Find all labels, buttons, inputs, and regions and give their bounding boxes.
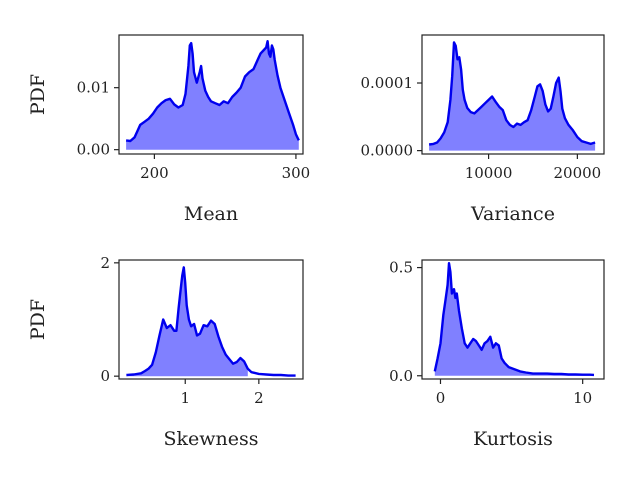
x-tick-label: 2	[254, 389, 264, 407]
y-tick-label: 0.0	[389, 367, 413, 385]
x-tick-label: 10000	[465, 164, 513, 182]
axes-frame	[421, 34, 605, 155]
y-tick-label: 0.00	[77, 141, 110, 159]
subplot-skewness: 1 2 0 2 Skewness PDF	[27, 254, 304, 450]
pdf-line-0	[433, 262, 595, 377]
axes-frame	[118, 259, 304, 380]
axes-frame	[421, 259, 605, 380]
y-axis-label: PDF	[27, 299, 49, 340]
y-tick-label: 0.01	[77, 79, 110, 97]
x-tick-label: 200	[140, 164, 169, 182]
y-tick-label: 0.0001	[361, 74, 414, 92]
pdf-area-0	[429, 42, 596, 151]
y-tick-label: 2	[100, 254, 110, 272]
x-axis-label: Kurtosis	[473, 428, 553, 450]
x-axis-label: Mean	[184, 203, 238, 225]
subplot-variance: 10000 20000 0.0000 0.0001 Variance	[361, 34, 605, 225]
x-tick-label: 300	[282, 164, 311, 182]
pdf-area-0	[126, 41, 299, 150]
y-axis-label: PDF	[27, 74, 49, 115]
x-tick-label: 0	[436, 389, 446, 407]
subplot-mean: 200 300 0.00 0.01 Mean PDF	[27, 34, 311, 225]
pdf-line-0	[126, 266, 296, 377]
pdf-line-0	[428, 41, 596, 146]
pdf-area-0	[434, 263, 594, 376]
pdf-line-0	[125, 40, 300, 143]
subplot-kurtosis: 0 10 0.0 0.5 Kurtosis	[389, 259, 605, 450]
x-tick-label: 10	[573, 389, 592, 407]
axes-frame	[118, 34, 304, 155]
x-tick-label: 1	[180, 389, 190, 407]
x-tick-label: 20000	[554, 164, 602, 182]
y-tick-label: 0.5	[389, 259, 413, 277]
y-tick-label: 0.0000	[361, 142, 414, 160]
y-tick-label: 0	[100, 367, 110, 385]
x-axis-label: Skewness	[163, 428, 258, 450]
x-axis-label: Variance	[470, 203, 555, 225]
